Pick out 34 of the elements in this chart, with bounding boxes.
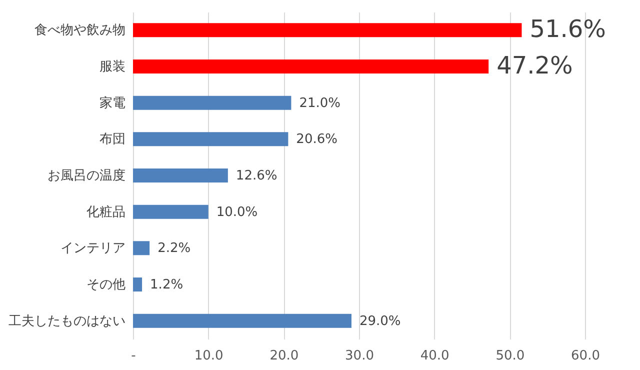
y-tick-label: 食べ物や飲み物 xyxy=(34,23,126,38)
y-tick-label: 家電 xyxy=(100,94,126,111)
x-tick-label: 60.0 xyxy=(571,348,600,364)
y-tick-label: 服装 xyxy=(100,60,126,74)
x-tick-label: - xyxy=(131,348,136,364)
y-tick-label: 工夫したものはない xyxy=(8,314,126,329)
bar xyxy=(133,314,352,328)
data-label: 12.6% xyxy=(236,168,278,184)
data-label: 47.2% xyxy=(496,52,573,80)
y-tick-label: インテリア xyxy=(60,241,126,256)
x-tick-label: 50.0 xyxy=(496,348,525,364)
y-tick-label: 化粧品 xyxy=(86,204,126,220)
bar xyxy=(133,23,522,38)
data-label: 51.6% xyxy=(530,15,606,44)
data-label: 21.0% xyxy=(299,96,341,111)
bar xyxy=(133,204,208,219)
bar xyxy=(133,168,228,182)
bar xyxy=(133,278,142,292)
data-label: 10.0% xyxy=(216,204,258,220)
bar xyxy=(133,96,292,110)
bar xyxy=(133,241,150,256)
x-tick-label: 10.0 xyxy=(194,348,224,364)
y-tick-label: その他 xyxy=(86,278,126,292)
y-tick-label: 布団 xyxy=(100,132,126,148)
data-label: 1.2% xyxy=(150,278,184,292)
x-tick-label: 30.0 xyxy=(345,348,374,364)
bar xyxy=(133,60,489,74)
bar xyxy=(133,132,288,146)
x-tick-label: 40.0 xyxy=(420,348,450,364)
data-label: 20.6% xyxy=(296,132,338,148)
y-tick-label: お風呂の温度 xyxy=(48,168,126,184)
data-label: 2.2% xyxy=(158,241,191,256)
data-label: 29.0% xyxy=(359,314,401,329)
x-tick-label: 20.0 xyxy=(270,348,299,364)
